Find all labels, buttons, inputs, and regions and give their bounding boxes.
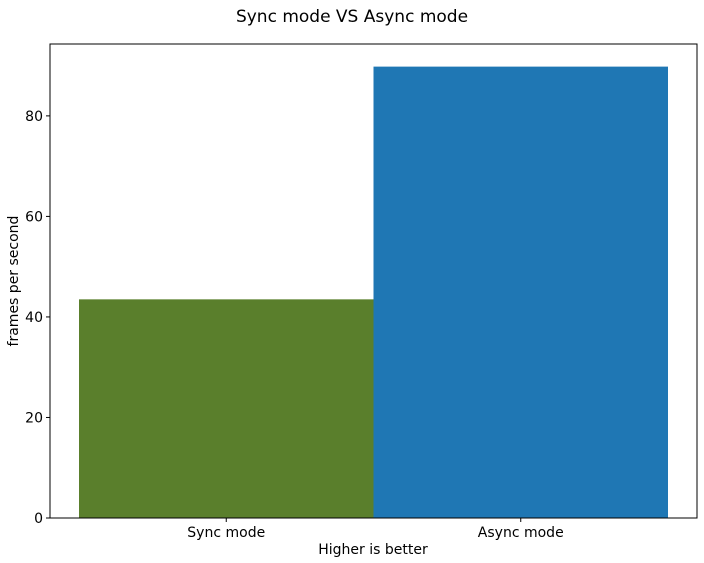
y-tick-label: 20	[25, 410, 43, 426]
y-axis-label: frames per second	[6, 216, 22, 347]
bar-async-mode	[373, 66, 668, 519]
y-tick-label: 0	[34, 511, 43, 527]
x-axis-ticks: Sync mode Async mode	[187, 518, 564, 541]
bars-group	[79, 66, 668, 519]
plot-frame	[49, 43, 698, 519]
x-axis-label: Higher is better	[318, 542, 428, 558]
bar-sync-mode	[79, 299, 374, 518]
y-axis-ticks: 0 20 40 60 80	[25, 109, 50, 527]
y-tick-label: 80	[25, 109, 43, 125]
x-tick-label: Sync mode	[187, 525, 265, 541]
x-tick-label: Async mode	[478, 525, 564, 541]
chart-title: Sync mode VS Async mode	[236, 7, 468, 27]
y-tick-label: 60	[25, 209, 43, 225]
y-tick-label: 40	[25, 310, 43, 326]
